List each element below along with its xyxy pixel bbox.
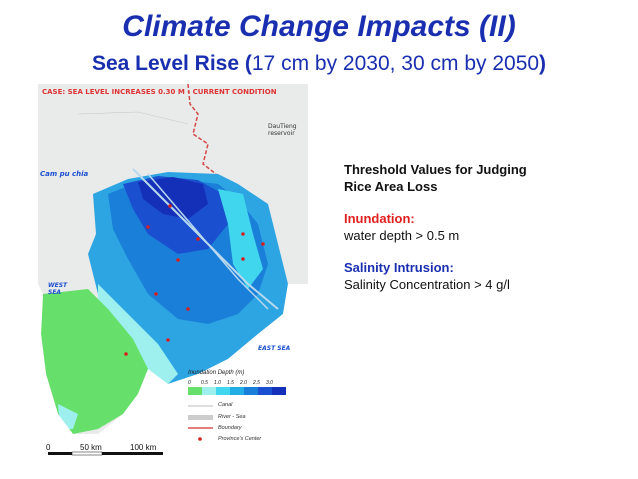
province-centers bbox=[124, 204, 265, 356]
scale-bar bbox=[48, 452, 163, 455]
threshold-heading-1: Threshold Values for Judging bbox=[344, 162, 527, 177]
legend-swatch-4 bbox=[244, 387, 258, 395]
legend-tick: 0 bbox=[188, 380, 191, 386]
zone-dry-peninsula bbox=[41, 289, 148, 434]
slide-subtitle: Sea Level Rise (17 cm by 2030, 30 cm by … bbox=[0, 52, 638, 76]
legend-ticks: 0 0.5 1.0 1.5 2.0 2.5 3.0 bbox=[188, 380, 279, 386]
salinity-label: Salinity Intrusion: bbox=[344, 260, 454, 275]
inundation-label: Inundation: bbox=[344, 211, 415, 226]
key-province-center: Province's Center bbox=[218, 436, 262, 442]
legend-tick: 2.5 bbox=[253, 380, 260, 386]
river-branch bbox=[147, 173, 269, 310]
scale-zero: 0 bbox=[46, 443, 51, 452]
inundation-value: water depth > 0.5 m bbox=[344, 227, 460, 243]
key-river-sea: River - Sea bbox=[218, 414, 246, 420]
zone-deepest bbox=[138, 177, 208, 219]
legend-swatch-0 bbox=[188, 387, 202, 395]
legend-tick: 3.0 bbox=[266, 380, 273, 386]
label-cambodia: Cam pu chia bbox=[40, 170, 89, 178]
threshold-heading-2: Rice Area Loss bbox=[344, 178, 438, 194]
key-boundary: Boundary bbox=[218, 425, 242, 431]
subtitle-bold: Sea Level Rise ( bbox=[91, 52, 252, 75]
legend-swatch-3 bbox=[230, 387, 244, 395]
legend-title: Inundation Depth (m) bbox=[188, 370, 245, 376]
inundation-map: CASE: SEA LEVEL INCREASES 0.30 M - CURRE… bbox=[38, 83, 308, 470]
threshold-panel: Threshold Values for Judging Rice Area L… bbox=[344, 162, 527, 293]
key-canal: Canal bbox=[218, 402, 233, 408]
legend-swatch-2 bbox=[216, 387, 230, 395]
legend-swatch-5 bbox=[258, 387, 272, 395]
zone-shallow-west bbox=[98, 284, 178, 384]
key-river-swatch bbox=[188, 415, 213, 420]
zone-shallow-east bbox=[218, 189, 263, 289]
legend-color-bar bbox=[188, 387, 286, 395]
scale-mid: 50 km bbox=[80, 443, 102, 452]
map-graphic bbox=[38, 83, 308, 456]
slide-title: Climate Change Impacts (II) bbox=[122, 10, 516, 43]
legend-tick: 1.0 bbox=[214, 380, 221, 386]
label-east-sea: EAST SEA bbox=[258, 345, 291, 352]
map-case-label: CASE: SEA LEVEL INCREASES 0.30 M - CURRE… bbox=[42, 88, 277, 96]
salinity-value: Salinity Concentration > 4 g/l bbox=[344, 276, 510, 292]
legend-tick: 1.5 bbox=[227, 380, 234, 386]
boundary-north bbox=[187, 83, 217, 175]
legend-swatch-1 bbox=[202, 387, 216, 395]
west-sea bbox=[38, 284, 73, 434]
east-sea bbox=[98, 284, 308, 434]
scale-end: 100 km bbox=[130, 443, 157, 452]
label-reservoir: DauTieng reservoir bbox=[268, 123, 297, 137]
subtitle-close: ) bbox=[539, 52, 547, 75]
subtitle-values: 17 cm by 2030, 30 cm by 2050 bbox=[251, 52, 540, 75]
legend-tick: 0.5 bbox=[201, 380, 208, 386]
label-west-sea: WEST SEA bbox=[48, 282, 68, 296]
legend-tick: 2.0 bbox=[240, 380, 247, 386]
key-center-dot bbox=[198, 437, 202, 441]
legend-swatch-6 bbox=[272, 387, 286, 395]
